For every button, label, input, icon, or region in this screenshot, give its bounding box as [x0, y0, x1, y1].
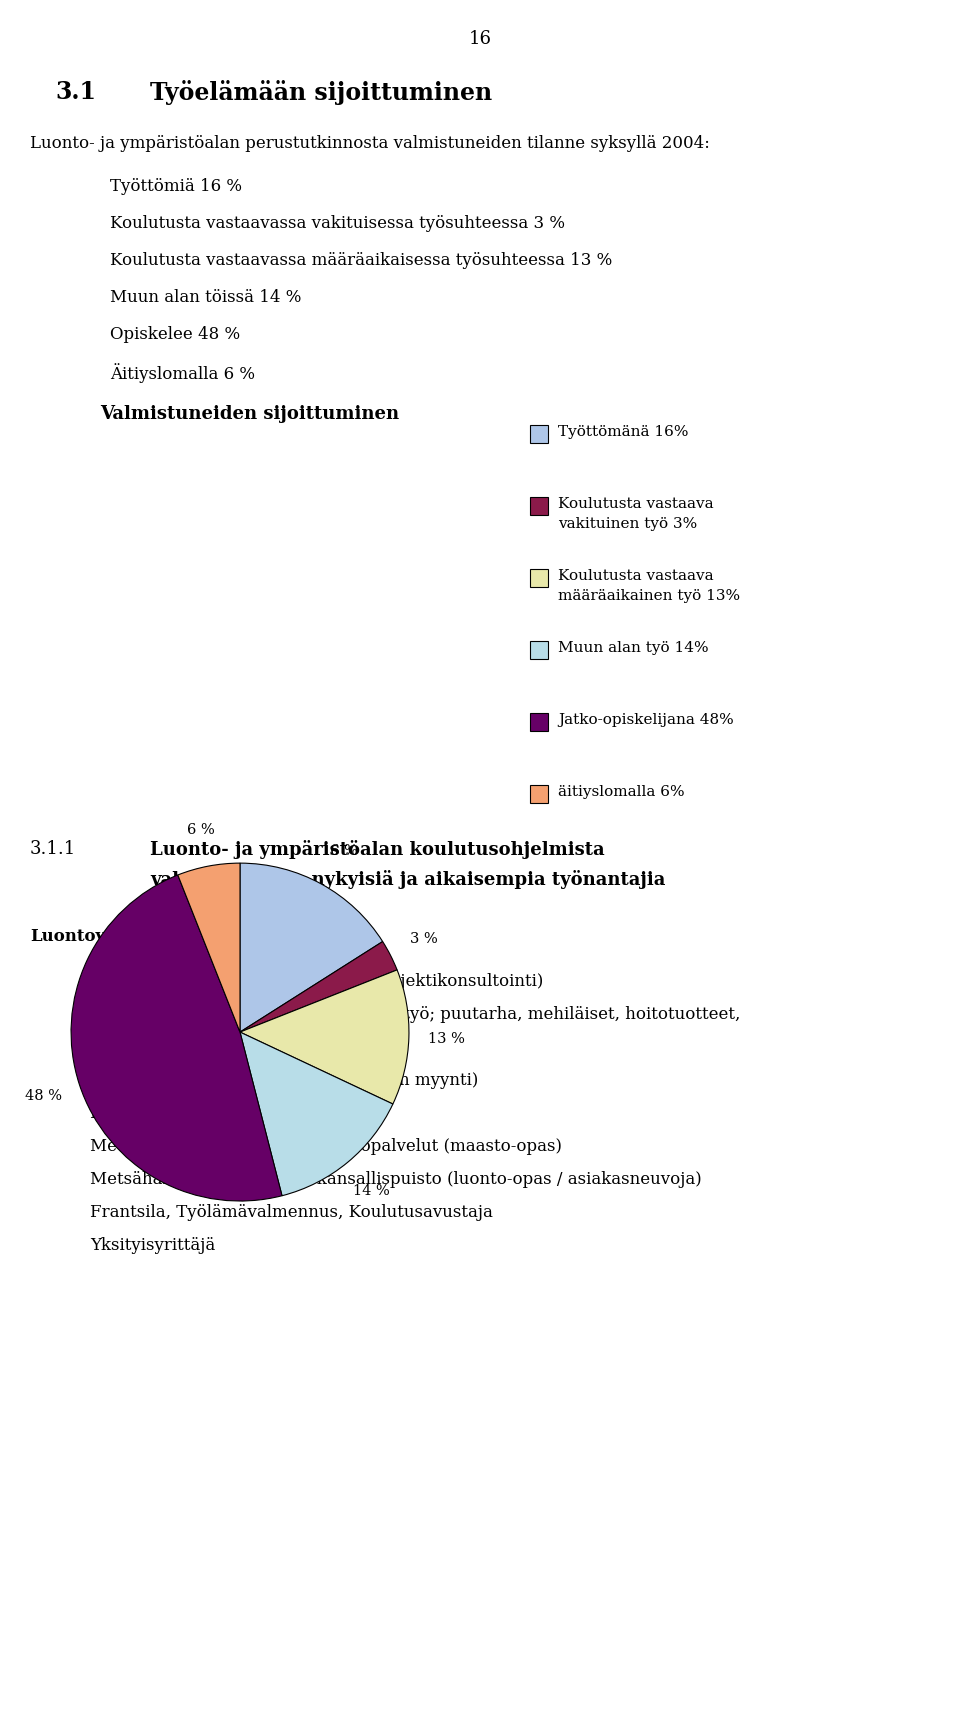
- Text: 14 %: 14 %: [353, 1184, 390, 1197]
- Wedge shape: [240, 942, 397, 1031]
- Text: Frantsila, Työlämävalmennus, Koulutusavustaja: Frantsila, Työlämävalmennus, Koulutusavu…: [90, 1204, 492, 1221]
- Text: 6 %: 6 %: [187, 822, 215, 836]
- Text: Koulutusta vastaavassa määräaikaisessa työsuhteessa 13 %: Koulutusta vastaavassa määräaikaisessa t…: [110, 252, 612, 269]
- Wedge shape: [71, 875, 282, 1201]
- Text: Työttömiä 16 %: Työttömiä 16 %: [110, 178, 242, 195]
- Text: Ikivireä-Vital Oy (luontaistuotekaupan myynti): Ikivireä-Vital Oy (luontaistuotekaupan m…: [90, 1072, 478, 1089]
- Text: Äitiyslomalla 6 %: Äitiyslomalla 6 %: [110, 363, 255, 384]
- FancyBboxPatch shape: [530, 785, 548, 803]
- Text: 16: 16: [468, 31, 492, 48]
- Text: 3.1: 3.1: [55, 81, 96, 104]
- Text: Työelämään sijoittuminen: Työelämään sijoittuminen: [150, 81, 492, 104]
- Text: Metsähallitus Itä-Suomen Luontopalvelut (maasto-opas): Metsähallitus Itä-Suomen Luontopalvelut …: [90, 1137, 562, 1155]
- Text: tapahtumat): tapahtumat): [90, 1040, 194, 1055]
- Text: Koulutusta vastaava: Koulutusta vastaava: [558, 497, 713, 510]
- Text: Muun alan työ 14%: Muun alan työ 14%: [558, 641, 708, 654]
- Text: 3.1.1: 3.1.1: [30, 839, 76, 858]
- Text: 3 %: 3 %: [410, 932, 438, 946]
- Text: Koulutusta vastaava: Koulutusta vastaava: [558, 569, 713, 582]
- Text: Valmistuneiden sijoittuminen: Valmistuneiden sijoittuminen: [100, 404, 399, 423]
- FancyBboxPatch shape: [530, 497, 548, 516]
- Text: äitiyslomalla 6%: äitiyslomalla 6%: [558, 785, 684, 798]
- Text: 13 %: 13 %: [427, 1031, 465, 1045]
- Wedge shape: [240, 1031, 393, 1196]
- Text: Luontoyrittäjät: Luontoyrittäjät: [30, 928, 171, 946]
- Text: valmistuneiden nykyisiä ja aikaisempia työnantajia: valmistuneiden nykyisiä ja aikaisempia t…: [150, 870, 665, 889]
- Text: Jatko-opiskelijana 48%: Jatko-opiskelijana 48%: [558, 713, 733, 726]
- Text: Luonto- ja ympäristöalan koulutusohjelmista: Luonto- ja ympäristöalan koulutusohjelmi…: [150, 839, 605, 858]
- Text: Työttömänä 16%: Työttömänä 16%: [558, 425, 688, 439]
- Text: Opiskelee 48 %: Opiskelee 48 %: [110, 325, 240, 343]
- Text: määräaikainen työ 13%: määräaikainen työ 13%: [558, 589, 740, 603]
- Text: vakituinen työ 3%: vakituinen työ 3%: [558, 517, 697, 531]
- Text: (Katajamäen ekoyhteisö, vapaaehtoistyö; puutarha, mehiläiset, hoitotuotteet,: (Katajamäen ekoyhteisö, vapaaehtoistyö; …: [90, 1006, 740, 1023]
- Text: Siemenpuusäätiö (ympäristöalan projektikonsultointi): Siemenpuusäätiö (ympäristöalan projektik…: [90, 973, 543, 990]
- FancyBboxPatch shape: [530, 569, 548, 588]
- Wedge shape: [240, 863, 383, 1031]
- Text: Karhuseutu Ry (projektipäällikkö): Karhuseutu Ry (projektipäällikkö): [90, 1105, 374, 1122]
- FancyBboxPatch shape: [530, 425, 548, 444]
- FancyBboxPatch shape: [530, 713, 548, 731]
- Text: Luonto- ja ympäristöalan perustutkinnosta valmistuneiden tilanne syksyllä 2004:: Luonto- ja ympäristöalan perustutkinnost…: [30, 135, 709, 152]
- Wedge shape: [240, 970, 409, 1103]
- Text: 16 %: 16 %: [321, 845, 358, 858]
- Wedge shape: [178, 863, 240, 1031]
- Text: Koulutusta vastaavassa vakituisessa työsuhteessa 3 %: Koulutusta vastaavassa vakituisessa työs…: [110, 216, 565, 231]
- Text: 48 %: 48 %: [26, 1089, 62, 1103]
- Text: Metsähallitus Leivonmäen kansallispuisto (luonto-opas / asiakasneuvoja): Metsähallitus Leivonmäen kansallispuisto…: [90, 1172, 702, 1189]
- Text: Muun alan töissä 14 %: Muun alan töissä 14 %: [110, 289, 301, 307]
- Text: Yksityisyrittäjä: Yksityisyrittäjä: [90, 1237, 215, 1254]
- FancyBboxPatch shape: [530, 641, 548, 660]
